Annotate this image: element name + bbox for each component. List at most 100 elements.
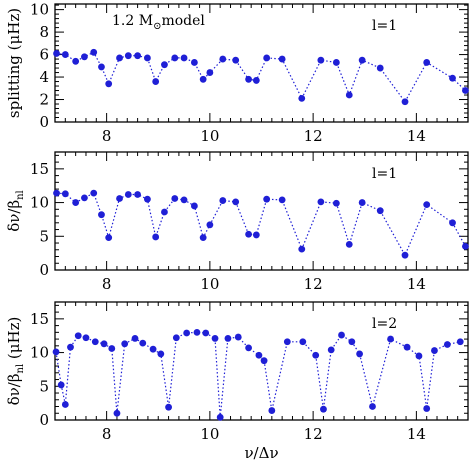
data-point — [263, 54, 271, 62]
data-point — [72, 57, 80, 65]
data-point — [53, 50, 60, 57]
data-point — [298, 245, 306, 253]
data-point — [401, 98, 409, 106]
series-line — [56, 51, 466, 103]
data-point — [82, 334, 90, 342]
data-point — [199, 75, 207, 83]
data-point — [149, 345, 157, 353]
data-point — [90, 189, 98, 197]
x-tick-label: 8 — [102, 425, 112, 443]
panel-1: 8 10 12 14 0 2 4 6 8 10 l=1 1.2 M⊙model splitting (μ… — [5, 1, 469, 145]
data-point — [423, 201, 431, 208]
y-tick-label: 15 — [30, 160, 49, 178]
data-point — [124, 191, 132, 198]
data-point — [152, 233, 160, 241]
panel-3: 8 10 12 14 0 5 10 15 l=2 δν/βnl (μHz) ν/Δν — [5, 301, 469, 462]
y-axis-title: δν/βnl — [5, 190, 26, 232]
x-tick-label: 14 — [407, 127, 426, 145]
data-point — [171, 54, 179, 62]
data-point — [157, 350, 165, 358]
y-tick-label: 10 — [30, 344, 49, 362]
data-point — [134, 191, 142, 198]
data-point — [245, 75, 252, 83]
y-tick-label: 2 — [39, 91, 49, 109]
data-point — [332, 59, 340, 66]
data-point — [232, 56, 240, 64]
data-point — [116, 54, 123, 62]
data-point — [190, 59, 198, 66]
data-point — [161, 208, 168, 216]
degree-label: l=2 — [372, 316, 397, 332]
data-point — [356, 350, 363, 358]
data-point — [312, 351, 320, 359]
data-point — [358, 199, 366, 206]
data-point — [144, 54, 151, 62]
data-point — [139, 339, 147, 347]
x-tick-label: 10 — [200, 275, 219, 293]
data-point — [52, 348, 60, 356]
data-point — [449, 74, 456, 82]
y-tick-label: 0 — [39, 411, 49, 429]
data-point — [278, 196, 286, 204]
data-point — [113, 409, 121, 417]
data-point — [199, 234, 207, 242]
data-point — [98, 211, 105, 219]
data-point — [216, 413, 224, 421]
y-tick-label: 0 — [39, 261, 49, 279]
data-point — [415, 352, 423, 360]
data-point — [100, 340, 108, 348]
data-point — [456, 338, 464, 346]
data-point — [171, 195, 179, 202]
data-point — [121, 340, 129, 348]
data-point — [206, 221, 214, 229]
data-point — [219, 197, 227, 204]
data-point — [443, 341, 451, 348]
y-tick-label: 15 — [30, 310, 49, 328]
data-point — [224, 335, 232, 342]
y-tick-label: 4 — [39, 68, 49, 86]
data-point — [144, 195, 151, 203]
data-point — [183, 329, 191, 337]
data-point — [180, 54, 188, 62]
data-point — [376, 64, 384, 72]
y-axis-title: δν/βnl (μHz) — [5, 317, 26, 406]
data-point — [260, 357, 268, 365]
data-point — [320, 405, 327, 413]
data-point — [57, 381, 65, 389]
degree-label: l=1 — [372, 18, 397, 34]
data-point — [245, 230, 252, 238]
data-point — [255, 351, 263, 359]
x-tick-label: 14 — [407, 425, 426, 443]
data-point — [345, 240, 353, 248]
x-tick-label: 8 — [102, 275, 112, 293]
y-axis-title: splitting (μHz) — [5, 8, 23, 118]
data-point — [234, 333, 242, 341]
data-point — [202, 329, 210, 337]
x-axis-title: ν/Δν — [244, 444, 278, 462]
data-point — [53, 189, 60, 197]
data-point — [403, 343, 411, 351]
data-point — [81, 194, 88, 202]
data-point — [211, 335, 219, 342]
data-point — [172, 334, 180, 342]
data-point — [72, 199, 80, 206]
data-point — [219, 55, 227, 63]
data-point — [431, 347, 438, 354]
data-point — [283, 338, 291, 346]
x-tick-label: 12 — [304, 275, 323, 293]
data-point — [348, 338, 356, 346]
data-point — [74, 332, 82, 340]
data-point — [193, 328, 201, 336]
data-point — [161, 61, 168, 69]
x-tick-label: 10 — [200, 127, 219, 145]
data-point — [81, 53, 88, 61]
data-point — [358, 56, 366, 64]
data-point — [252, 231, 260, 239]
data-point — [152, 78, 160, 85]
y-tick-label: 8 — [39, 23, 49, 41]
y-tick-label: 10 — [30, 1, 49, 19]
model-label: 1.2 M⊙model — [112, 13, 205, 32]
data-point — [345, 91, 353, 99]
data-point — [116, 195, 123, 202]
